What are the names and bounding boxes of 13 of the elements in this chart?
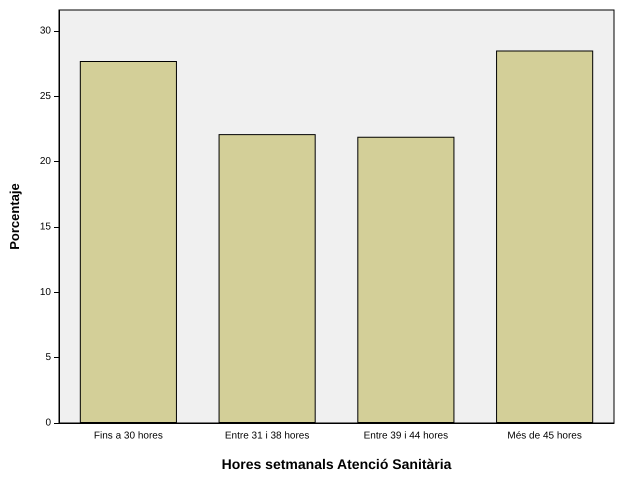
x-tick-label: Fins a 30 hores [94,430,163,442]
y-tick-label: 20 [40,156,52,168]
x-tick-label: Més de 45 hores [507,430,582,442]
y-tick-label: 10 [40,286,52,298]
y-axis-title: Porcentaje [7,183,22,250]
y-tick-label: 5 [45,352,52,364]
x-tick-label: Entre 39 i 44 hores [364,430,448,442]
x-tick-label: Entre 31 i 38 hores [224,430,310,442]
y-tick-label: 0 [45,418,52,428]
y-tick-label: 30 [40,25,52,36]
y-tick-label: 15 [40,221,52,232]
x-axis-title: Hores setmanals Atenció Sanitària [222,456,452,472]
y-tick-label: 25 [40,90,52,102]
